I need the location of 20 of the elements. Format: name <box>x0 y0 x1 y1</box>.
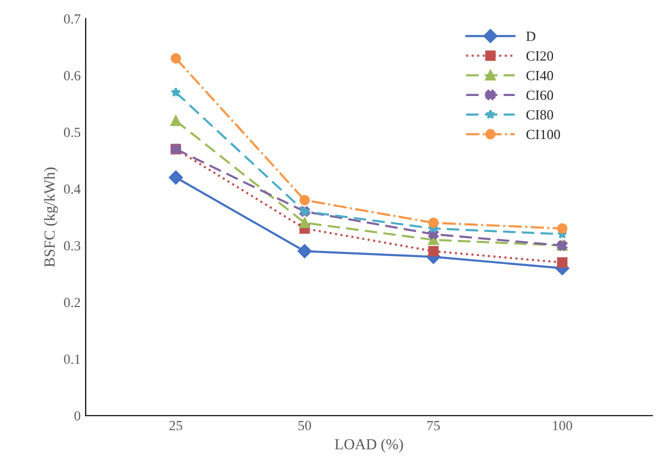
y-tick-label: 0.1 <box>64 354 80 364</box>
legend-label: CI60 <box>526 90 554 100</box>
x-axis-title: LOAD (%) <box>334 438 403 452</box>
legend-label: D <box>526 32 536 41</box>
legend-label: CI20 <box>526 51 554 61</box>
y-tick-label: 0.7 <box>64 14 80 24</box>
y-tick-label: 0.6 <box>64 70 80 80</box>
x-tick-label: 50 <box>298 420 312 430</box>
x-tick-label: 25 <box>170 420 182 430</box>
y-tick-label: 0.2 <box>64 298 80 308</box>
x-tick-label: 75 <box>427 421 440 430</box>
y-tick-label: 0.5 <box>64 128 80 138</box>
y-tick-label: 0.4 <box>64 184 81 194</box>
y-axis-title: BSFC (kg/kWh) <box>44 168 58 268</box>
y-tick-label: 0 <box>74 411 80 421</box>
legend-label: CI40 <box>526 70 554 80</box>
legend-label: CI80 <box>526 110 554 120</box>
y-tick-label: 0.3 <box>64 241 80 251</box>
legend-label: CI100 <box>526 130 560 140</box>
x-tick-label: 100 <box>553 420 572 430</box>
